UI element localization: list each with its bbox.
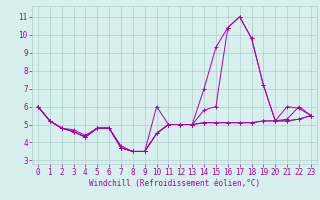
X-axis label: Windchill (Refroidissement éolien,°C): Windchill (Refroidissement éolien,°C) xyxy=(89,179,260,188)
